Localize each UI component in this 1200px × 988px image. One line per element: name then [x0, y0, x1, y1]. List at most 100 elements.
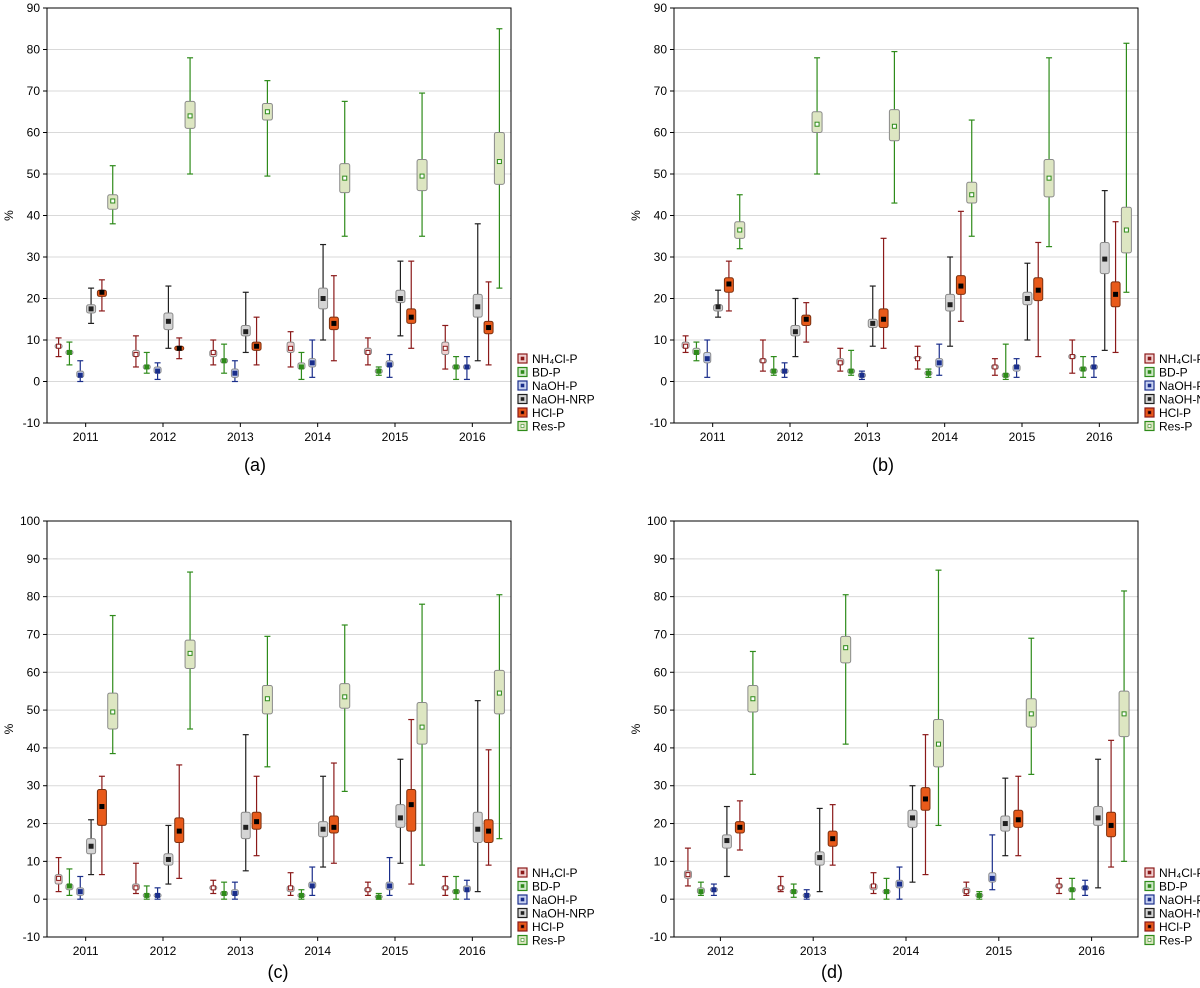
box-whisker: [153, 362, 162, 381]
box-whisker: [802, 889, 811, 900]
box-whisker: [683, 847, 692, 887]
legend-item: BD-P: [1144, 366, 1188, 380]
median-marker: [155, 892, 161, 898]
median-marker: [925, 370, 931, 376]
legend-swatch-marker: [1147, 870, 1152, 875]
box-whisker: [395, 758, 406, 864]
box-whisker: [472, 223, 483, 362]
y-tick-label: 80: [654, 590, 668, 604]
legend-item: NH₄Cl-P: [517, 866, 578, 880]
box-whisker: [286, 331, 295, 368]
box-whisker: [209, 879, 218, 895]
box-whisker: [913, 345, 922, 370]
legend-item: HCl-P: [1144, 406, 1191, 420]
box-whisker: [681, 335, 690, 354]
y-tick-label: 100: [20, 514, 40, 528]
box-whisker: [452, 875, 461, 900]
box-whisker: [131, 862, 140, 895]
box-whisker: [406, 718, 417, 885]
y-tick-label: -10: [23, 930, 41, 944]
box-whisker: [96, 775, 107, 876]
box-whisker: [1025, 637, 1037, 775]
median-marker: [475, 304, 481, 310]
legend-swatch-marker: [1147, 410, 1152, 415]
x-tick-label: 2014: [304, 944, 331, 958]
median-marker: [915, 356, 921, 362]
box-whisker: [769, 356, 778, 376]
median-marker: [496, 690, 502, 696]
median-marker: [859, 372, 865, 378]
median-marker: [331, 320, 337, 326]
legend-label: NH₄Cl-P: [532, 866, 578, 880]
legend-item: HCl-P: [517, 406, 564, 420]
legend-label: Res-P: [1159, 934, 1192, 948]
median-marker: [187, 650, 193, 656]
legend-label: HCl-P: [532, 920, 564, 934]
legend-item: NaOH-NRP: [517, 393, 595, 407]
box-whisker: [163, 824, 174, 885]
x-tick-label: 2015: [985, 944, 1012, 958]
box-whisker: [962, 881, 971, 897]
median-marker: [771, 368, 777, 374]
x-tick-label: 2014: [893, 944, 920, 958]
y-tick-label: 40: [27, 209, 41, 223]
median-marker: [397, 296, 403, 301]
box-whisker: [483, 281, 494, 366]
box-whisker: [363, 881, 372, 897]
y-tick-label: 0: [660, 892, 667, 906]
box-whisker: [696, 881, 705, 897]
box-whisker: [96, 279, 107, 312]
box-whisker: [1013, 775, 1024, 857]
median-marker: [936, 360, 942, 366]
box-whisker: [441, 875, 450, 897]
median-marker: [419, 173, 425, 179]
legend-label: NH₄Cl-P: [532, 352, 578, 366]
y-tick-label: 60: [654, 665, 668, 679]
box-iqr: [493, 132, 505, 185]
y-tick-label: 40: [654, 209, 668, 223]
box-whisker: [374, 366, 383, 376]
box-whisker: [308, 866, 317, 897]
y-tick-label: 0: [33, 375, 40, 389]
legend-item: BD-P: [1144, 880, 1188, 894]
y-tick-label: 90: [654, 1, 668, 15]
box-whisker: [1068, 877, 1077, 900]
median-marker: [1095, 815, 1101, 821]
box-whisker: [840, 594, 852, 745]
box-iqr: [406, 789, 417, 832]
box-iqr: [416, 702, 428, 745]
median-marker: [1121, 711, 1127, 717]
median-marker: [320, 826, 326, 832]
box-whisker: [76, 360, 85, 383]
legend-swatch-marker: [520, 924, 525, 929]
box-whisker: [836, 347, 845, 372]
legend-label: NH₄Cl-P: [1159, 352, 1200, 366]
median-marker: [992, 364, 998, 370]
box-whisker: [811, 57, 823, 175]
box-whisker: [107, 614, 119, 755]
box-whisker: [184, 57, 196, 175]
box-whisker: [888, 50, 900, 204]
median-marker: [737, 824, 743, 830]
panel-label-d: (d): [821, 962, 843, 982]
x-tick-label: 2012: [777, 430, 804, 444]
box-whisker: [1089, 356, 1098, 378]
legend-label: BD-P: [532, 366, 561, 380]
median-marker: [376, 368, 382, 374]
y-tick-label: 20: [27, 817, 41, 831]
legend-label: NaOH-P: [532, 379, 577, 393]
median-marker: [871, 883, 877, 889]
y-tick-label: 20: [654, 817, 668, 831]
median-marker: [232, 891, 238, 897]
legend-label: NH₄Cl-P: [1159, 866, 1200, 880]
x-tick-label: 2013: [854, 430, 881, 444]
median-marker: [110, 198, 116, 204]
x-tick-label: 2013: [227, 944, 254, 958]
y-tick-label: 70: [27, 84, 41, 98]
median-marker: [288, 345, 294, 351]
box-whisker: [924, 368, 933, 378]
box-whisker: [1110, 221, 1121, 354]
median-marker: [144, 892, 150, 898]
y-tick-label: 50: [654, 167, 668, 181]
box-whisker: [230, 881, 239, 900]
